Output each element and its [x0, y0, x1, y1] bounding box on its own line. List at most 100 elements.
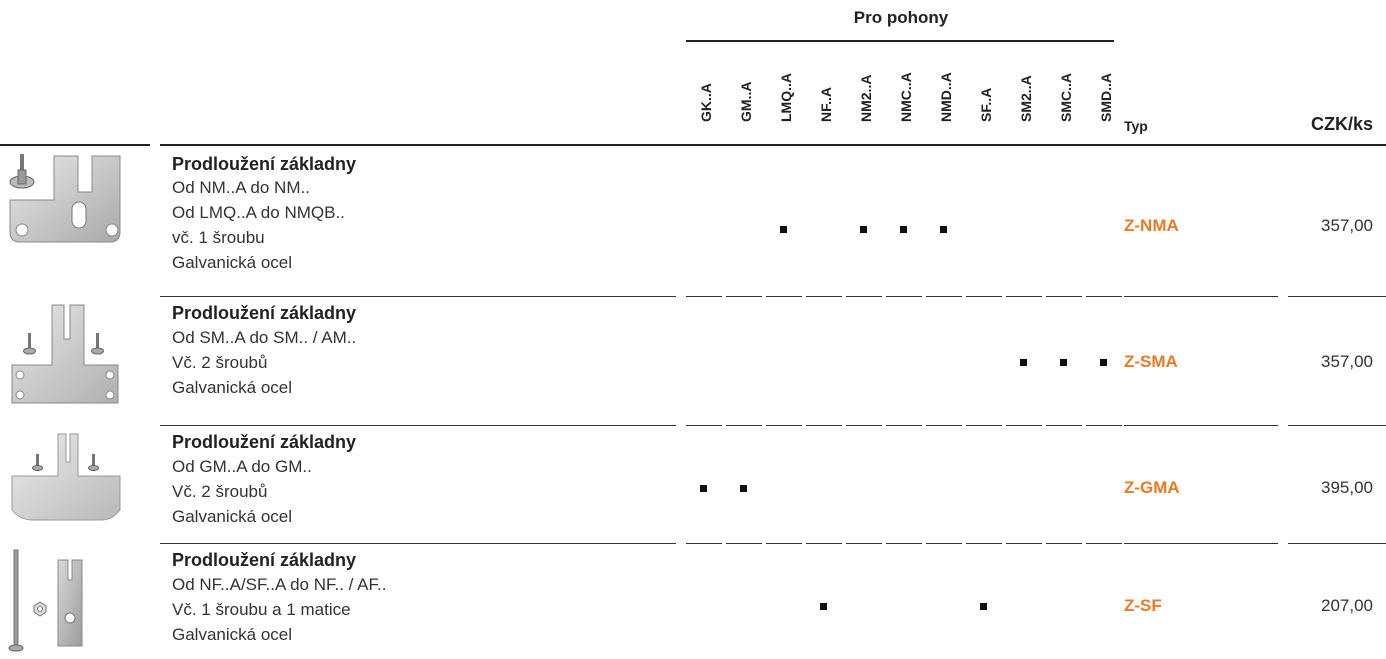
- row-separator: [806, 543, 842, 544]
- compatibility-mark: [740, 485, 747, 492]
- row-separator: [1124, 296, 1278, 297]
- product-desc-line: Galvanická ocel: [172, 625, 293, 644]
- row-separator: [726, 543, 762, 544]
- compatibility-mark: [860, 226, 867, 233]
- row-separator: [726, 425, 762, 426]
- base-extension-plate-with-screw-icon: [9, 154, 121, 243]
- column-header-label: SMD..A: [1098, 73, 1114, 122]
- group-title: Pro pohony: [853, 8, 949, 27]
- product-desc-line: Od GM..A do GM..: [172, 457, 312, 476]
- product-desc-line: Galvanická ocel: [172, 253, 293, 272]
- row-separator: [926, 296, 962, 297]
- product-title: Prodloužení základny: [172, 432, 357, 452]
- row-separator: [1046, 543, 1082, 544]
- product-title: Prodloužení základny: [172, 550, 357, 570]
- product-code-link[interactable]: Z-NMA: [1124, 216, 1179, 235]
- column-header: NMD..A: [926, 72, 966, 138]
- row-separator: [846, 425, 882, 426]
- column-header-label: SMC..A: [1058, 73, 1074, 122]
- type-column-header: Typ: [1124, 118, 1148, 134]
- column-header-label: NM2..A: [858, 74, 874, 122]
- row-separator: [686, 425, 722, 426]
- column-header: SMD..A: [1086, 73, 1126, 138]
- row-separator: [806, 425, 842, 426]
- row-separator: [160, 543, 676, 544]
- product-price: 395,00: [1321, 478, 1373, 497]
- row-separator: [766, 296, 802, 297]
- row-separator: [966, 543, 1002, 544]
- compatibility-mark: [1060, 359, 1067, 366]
- base-extension-bolt-nut-bracket-icon: [8, 549, 83, 652]
- header-rule-left: [0, 144, 150, 146]
- row-separator: [966, 296, 1002, 297]
- header-rule: [160, 144, 1386, 146]
- product-code-link[interactable]: Z-SF: [1124, 596, 1162, 615]
- column-header-label: NF..A: [818, 87, 834, 122]
- row-separator: [726, 296, 762, 297]
- column-header: NMC..A: [886, 72, 926, 138]
- product-desc-line: Vč. 1 šroubu a 1 matice: [172, 600, 351, 619]
- product-title: Prodloužení základny: [172, 154, 357, 174]
- row-separator: [766, 543, 802, 544]
- row-separator: [1124, 543, 1278, 544]
- column-header: NM2..A: [846, 74, 886, 138]
- column-header-label: LMQ..A: [778, 73, 794, 122]
- row-separator: [886, 425, 922, 426]
- product-desc-line: Od NM..A do NM..: [172, 178, 310, 197]
- compatibility-mark: [940, 226, 947, 233]
- product-code-link[interactable]: Z-GMA: [1124, 478, 1180, 497]
- product-desc-line: Od LMQ..A do NMQB..: [172, 203, 345, 222]
- row-separator: [1086, 425, 1122, 426]
- row-separator: [686, 543, 722, 544]
- column-header-label: GM..A: [738, 81, 754, 122]
- row-separator: [686, 296, 722, 297]
- row-separator: [1006, 425, 1042, 426]
- row-separator: [846, 543, 882, 544]
- column-header-label: SF..A: [978, 87, 994, 122]
- compatibility-mark: [980, 603, 987, 610]
- compatibility-mark: [1020, 359, 1027, 366]
- row-separator: [886, 296, 922, 297]
- product-price: 357,00: [1321, 352, 1373, 371]
- row-separator: [1288, 543, 1386, 544]
- column-header-label: GK..A: [698, 83, 714, 122]
- row-separator: [1046, 296, 1082, 297]
- column-header-label: NMD..A: [938, 72, 954, 122]
- compatibility-mark: [780, 226, 787, 233]
- base-extension-plate-two-screws-icon: [11, 304, 119, 404]
- product-desc-line: Galvanická ocel: [172, 507, 293, 526]
- row-separator: [806, 296, 842, 297]
- column-header-label: NMC..A: [898, 72, 914, 122]
- product-desc-line: Vč. 2 šroubů: [172, 353, 268, 372]
- row-separator: [846, 296, 882, 297]
- column-header: SM2..A: [1006, 75, 1046, 138]
- product-price: 207,00: [1321, 596, 1373, 615]
- row-separator: [1046, 425, 1082, 426]
- compatibility-mark: [900, 226, 907, 233]
- row-separator: [1006, 296, 1042, 297]
- column-header: NF..A: [806, 78, 846, 138]
- row-separator: [1086, 296, 1122, 297]
- column-header: GM..A: [726, 78, 766, 138]
- row-separator: [1006, 543, 1042, 544]
- product-desc-line: Vč. 2 šroubů: [172, 482, 268, 501]
- column-header: LMQ..A: [766, 73, 806, 138]
- product-price: 357,00: [1321, 216, 1373, 235]
- row-separator: [926, 425, 962, 426]
- product-desc-line: Od NF..A/SF..A do NF.. / AF..: [172, 575, 387, 594]
- product-code-link[interactable]: Z-SMA: [1124, 352, 1178, 371]
- product-title: Prodloužení základny: [172, 303, 357, 323]
- row-separator: [966, 425, 1002, 426]
- row-separator: [1288, 425, 1386, 426]
- column-header: SMC..A: [1046, 73, 1086, 138]
- row-separator: [1086, 543, 1122, 544]
- product-desc-line: Od SM..A do SM.. / AM..: [172, 328, 357, 347]
- compatibility-mark: [1100, 359, 1107, 366]
- product-desc-line: Galvanická ocel: [172, 378, 293, 397]
- group-divider: [686, 40, 1114, 42]
- row-separator: [160, 296, 676, 297]
- row-separator: [160, 425, 676, 426]
- row-separator: [886, 543, 922, 544]
- product-desc-line: vč. 1 šroubu: [172, 228, 265, 247]
- row-separator: [926, 543, 962, 544]
